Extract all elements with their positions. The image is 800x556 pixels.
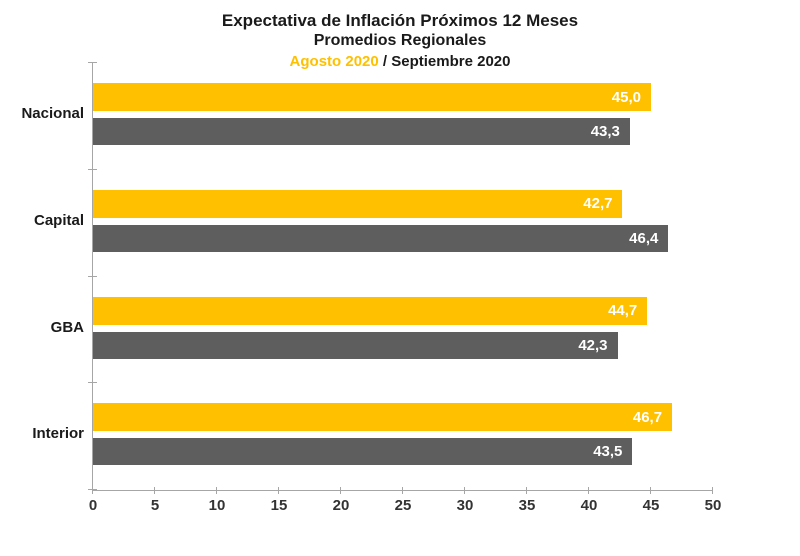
x-axis-tick (92, 487, 93, 494)
legend-agosto-label: Agosto 2020 (289, 53, 379, 70)
y-axis-line (92, 63, 93, 490)
x-axis-tick (650, 487, 651, 494)
x-axis-tick-label: 20 (332, 497, 350, 514)
x-axis-tick-label: 0 (88, 497, 98, 514)
bar-septiembre: 46,4 (93, 224, 669, 252)
x-axis-tick (588, 487, 589, 494)
category-label: Nacional (21, 105, 84, 122)
bar-value-label: 42,7 (583, 195, 613, 213)
x-axis-tick-label: 30 (456, 497, 474, 514)
legend-septiembre-label: / Septiembre 2020 (378, 53, 511, 70)
bar-agosto: 42,7 (93, 189, 623, 218)
x-axis-tick (216, 487, 217, 494)
x-axis-tick-label: 25 (394, 497, 412, 514)
x-axis-tick (278, 487, 279, 494)
bar-septiembre: 43,3 (93, 118, 630, 145)
x-axis-tick-label: 50 (704, 497, 722, 514)
x-axis-tick (464, 487, 465, 494)
bar-value-label: 46,7 (632, 408, 663, 426)
x-axis-tick (154, 487, 155, 494)
bar-septiembre: 43,5 (93, 438, 633, 466)
y-axis-tick (88, 489, 97, 490)
bar-agosto: 45,0 (93, 83, 651, 111)
x-axis-tick (340, 487, 341, 494)
y-axis-tick (88, 275, 97, 277)
bar-value-label: 42,3 (578, 336, 608, 354)
bar-value-label: 45,0 (611, 88, 641, 106)
category-label: Capital (33, 211, 84, 229)
x-axis-tick (402, 487, 403, 494)
x-axis-tick-label: 10 (208, 497, 226, 514)
bar-septiembre: 42,3 (93, 331, 618, 359)
x-axis-tick-label: 35 (518, 497, 536, 514)
y-axis-tick (88, 168, 97, 170)
x-axis-tick-label: 45 (642, 497, 660, 514)
bar-value-label: 44,7 (608, 302, 638, 319)
chart-legend-line: Agosto 2020 / Septiembre 2020 (0, 53, 800, 70)
bar-agosto: 44,7 (93, 296, 648, 325)
x-axis-tick (712, 487, 713, 494)
bar-value-label: 43,3 (590, 123, 620, 140)
bar-agosto: 46,7 (93, 403, 673, 432)
bar-value-label: 46,4 (629, 229, 659, 247)
y-axis-tick (88, 382, 97, 384)
bar-value-label: 43,5 (593, 443, 623, 461)
category-label: Interior (32, 425, 84, 443)
y-axis-tick (88, 62, 97, 63)
chart-title: Expectativa de Inflación Próximos 12 Mes… (221, 11, 579, 30)
x-axis-tick-label: 5 (150, 497, 160, 514)
x-axis-tick-label: 15 (270, 497, 288, 514)
chart-subtitle: Promedios Regionales (313, 32, 487, 49)
x-axis-tick (526, 487, 527, 494)
category-label: GBA (50, 318, 84, 336)
x-axis-tick-label: 40 (580, 497, 598, 514)
